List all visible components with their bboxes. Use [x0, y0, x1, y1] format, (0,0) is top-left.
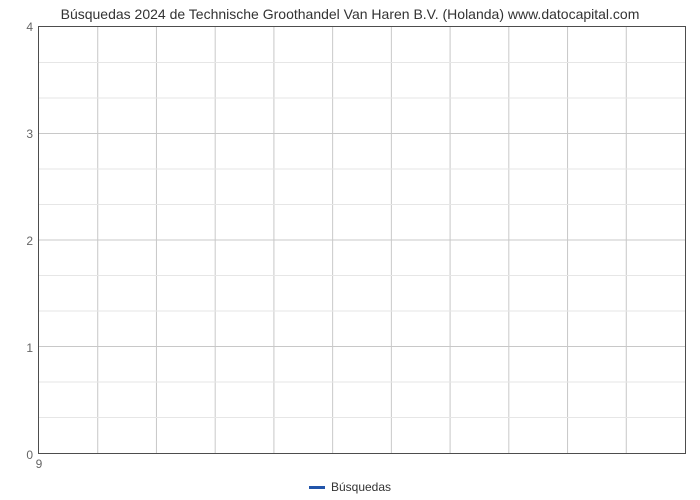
x-tick-label: 9 — [36, 457, 43, 471]
y-tick-label: 0 — [26, 448, 33, 462]
y-tick-label: 4 — [26, 20, 33, 34]
plot-area: 012349 — [38, 26, 686, 454]
chart-title: Búsquedas 2024 de Technische Groothandel… — [0, 6, 700, 22]
y-tick-label: 3 — [26, 127, 33, 141]
grid-svg — [39, 27, 685, 453]
y-tick-label: 2 — [26, 234, 33, 248]
legend-label: Búsquedas — [331, 480, 391, 494]
legend-swatch — [309, 486, 325, 489]
legend: Búsquedas — [0, 480, 700, 494]
y-tick-label: 1 — [26, 341, 33, 355]
